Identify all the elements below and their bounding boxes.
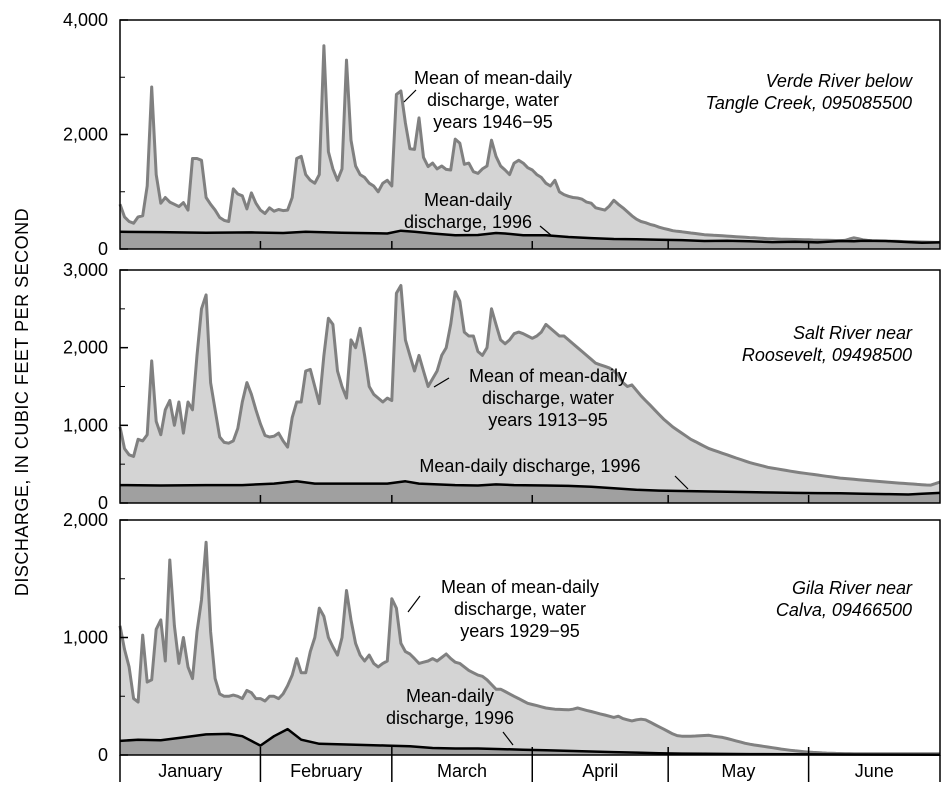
verde-ytick-label-0: 0: [98, 239, 108, 259]
month-label-june: June: [855, 761, 894, 781]
month-label-february: February: [290, 761, 362, 781]
salt-series-1-line: [118, 284, 941, 487]
verde-mean-label-line-1: Mean of mean-daily: [414, 68, 572, 88]
month-label-january: January: [158, 761, 222, 781]
gila-ytick-label-0: 0: [98, 745, 108, 765]
gila-daily-label-line-2: discharge, 1996: [386, 708, 514, 728]
gila-station-line-2: Calva, 09466500: [776, 600, 912, 620]
verde-ytick-label-1: 2,000: [63, 125, 108, 145]
verde-series-2-area: [120, 230, 940, 249]
salt-daily-leader: [674, 475, 689, 490]
gila-ytick-label-1: 1,000: [63, 628, 108, 648]
verde-daily-label-line-2: discharge, 1996: [404, 212, 532, 232]
gila-station-line-1: Gila River near: [792, 578, 913, 598]
gila-mean-label-line-2: discharge, water: [454, 599, 586, 619]
salt-series-2-area: [120, 481, 940, 503]
gila-daily-label-line-1: Mean-daily: [406, 686, 494, 706]
verde-series-1-line: [118, 44, 940, 244]
verde-station-line-2: Tangle Creek, 095085500: [706, 93, 913, 113]
gila-series-1-line: [118, 540, 940, 756]
salt-station-line-2: Roosevelt, 09498500: [742, 345, 912, 365]
month-label-may: May: [721, 761, 755, 781]
gila-series-2-area: [120, 729, 940, 755]
verde-mean-label-line-3: years 1946−95: [433, 112, 553, 132]
month-label-april: April: [582, 761, 618, 781]
salt-mean-leader: [433, 377, 450, 388]
y-axis-label: DISCHARGE, IN CUBIC FEET PER SECOND: [12, 208, 32, 596]
salt-daily-label-line-1: Mean-daily discharge, 1996: [419, 456, 640, 476]
gila-series-2-line: [119, 727, 941, 757]
panel-salt: 0 1,000 2,000 3,000 Salt River nearRoosevelt…: [63, 260, 941, 513]
salt-ytick-label-3: 3,000: [63, 260, 108, 280]
salt-mean-label-line-1: Mean of mean-daily: [469, 366, 627, 386]
salt-ytick-label-2: 2,000: [63, 338, 108, 358]
verde-mean-label-line-2: discharge, water: [427, 90, 559, 110]
salt-series-1-area: [120, 285, 940, 503]
month-label-march: March: [437, 761, 487, 781]
salt-ytick-label-0: 0: [98, 493, 108, 513]
verde-ytick-label-2: 4,000: [63, 10, 108, 30]
gila-mean-label-line-3: years 1929−95: [460, 621, 580, 641]
verde-mean-leader: [403, 89, 417, 103]
verde-series-2-line: [119, 229, 941, 244]
x-axis: January February March April May June: [119, 241, 941, 782]
verde-daily-leader: [539, 225, 553, 237]
verde-station-line-1: Verde River below: [766, 71, 913, 91]
gila-daily-leader: [502, 731, 514, 746]
verde-daily-label-line-1: Mean-daily: [424, 190, 512, 210]
gila-series-1-area: [120, 542, 940, 755]
salt-station-line-1: Salt River near: [793, 323, 913, 343]
salt-mean-label-line-2: discharge, water: [482, 388, 614, 408]
gila-ytick-label-2: 2,000: [63, 510, 108, 530]
salt-mean-label-line-3: years 1913−95: [488, 410, 608, 430]
salt-ytick-label-1: 1,000: [63, 415, 108, 435]
gila-mean-leader: [407, 595, 421, 613]
gila-mean-label-line-1: Mean of mean-daily: [441, 577, 599, 597]
salt-series-2-line: [119, 480, 941, 496]
